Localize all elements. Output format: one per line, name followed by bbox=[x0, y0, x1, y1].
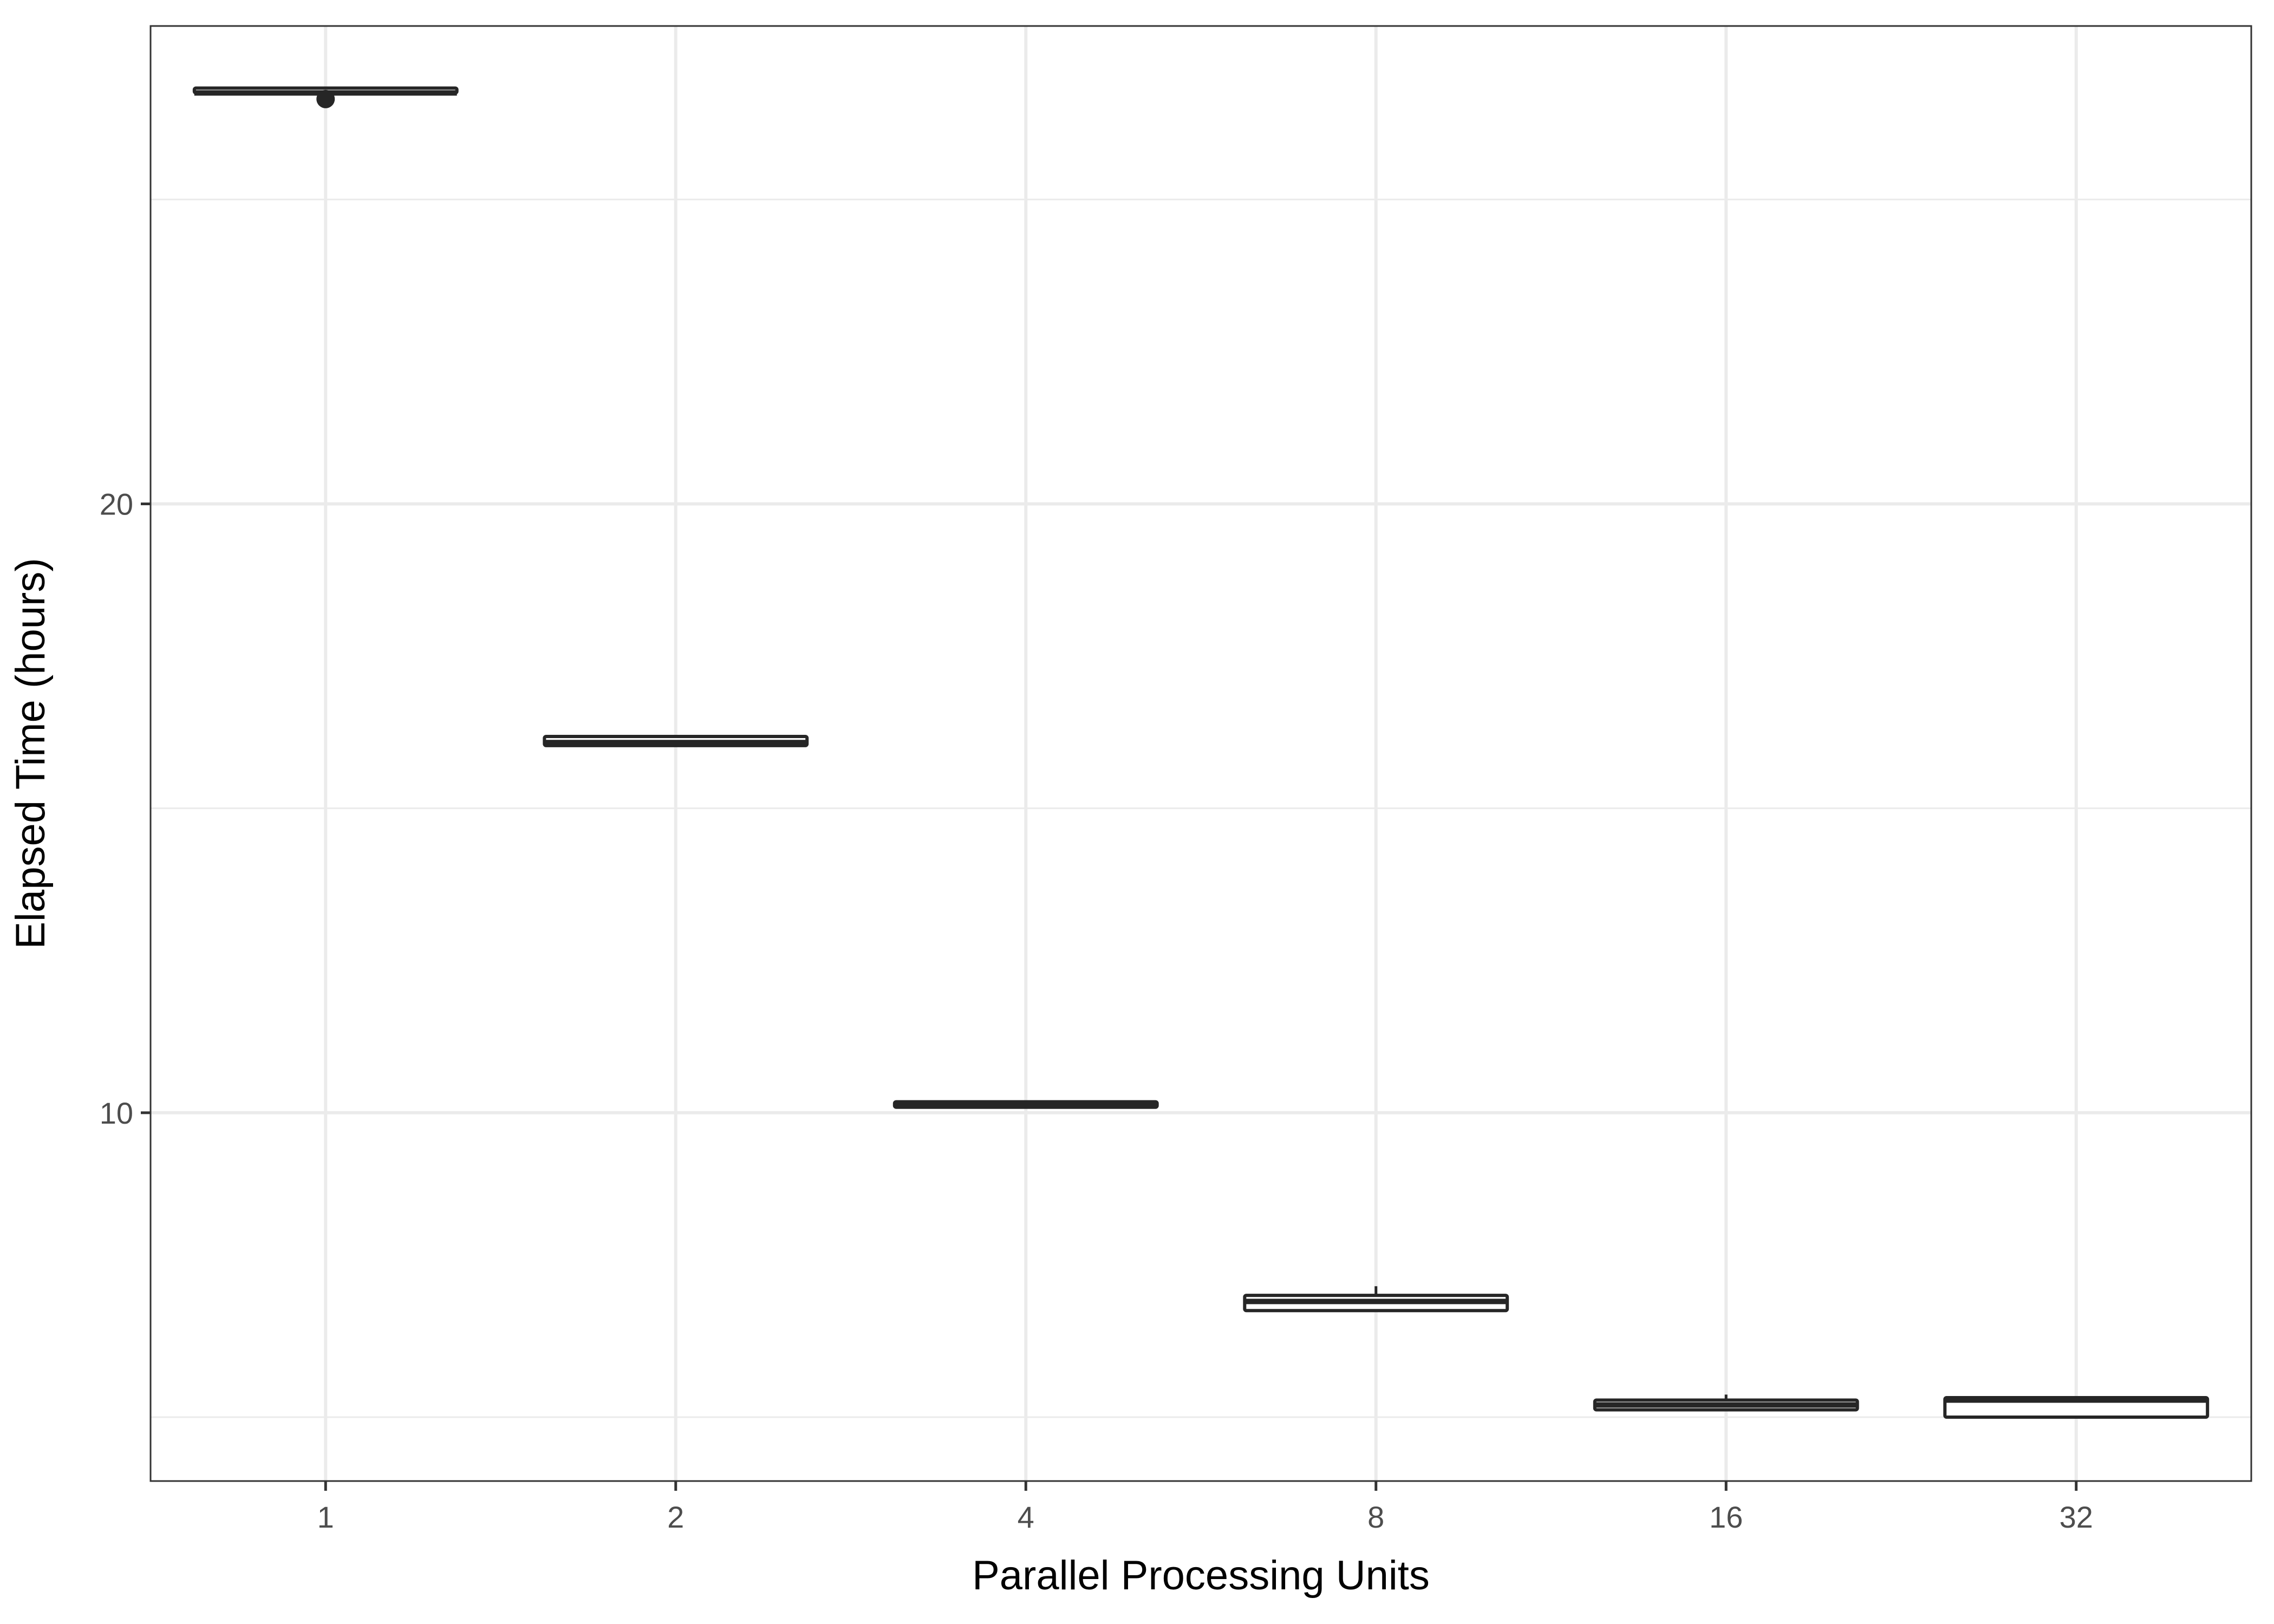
x-tick-label: 32 bbox=[2060, 1500, 2093, 1534]
x-tick-label: 16 bbox=[1709, 1500, 1743, 1534]
x-tick-label: 2 bbox=[667, 1500, 684, 1534]
box-1 bbox=[192, 86, 459, 108]
box-2 bbox=[543, 735, 809, 747]
box-16 bbox=[1593, 1394, 1859, 1412]
x-tick-label: 1 bbox=[317, 1500, 334, 1534]
y-tick-label: 20 bbox=[100, 487, 133, 521]
y-axis-title: Elapsed Time (hours) bbox=[8, 558, 54, 949]
x-tick-label: 8 bbox=[1367, 1500, 1384, 1534]
boxes bbox=[192, 86, 2210, 1419]
box-4 bbox=[892, 1100, 1159, 1109]
outlier-point bbox=[316, 89, 335, 108]
box-32 bbox=[1943, 1395, 2210, 1419]
box-8 bbox=[1243, 1286, 1509, 1313]
y-tick-label: 10 bbox=[100, 1096, 133, 1130]
grid-lines bbox=[151, 26, 2251, 1481]
x-axis-title: Parallel Processing Units bbox=[972, 1553, 1430, 1599]
plot-panel-border bbox=[149, 25, 2252, 1482]
x-tick-label: 4 bbox=[1018, 1500, 1034, 1534]
